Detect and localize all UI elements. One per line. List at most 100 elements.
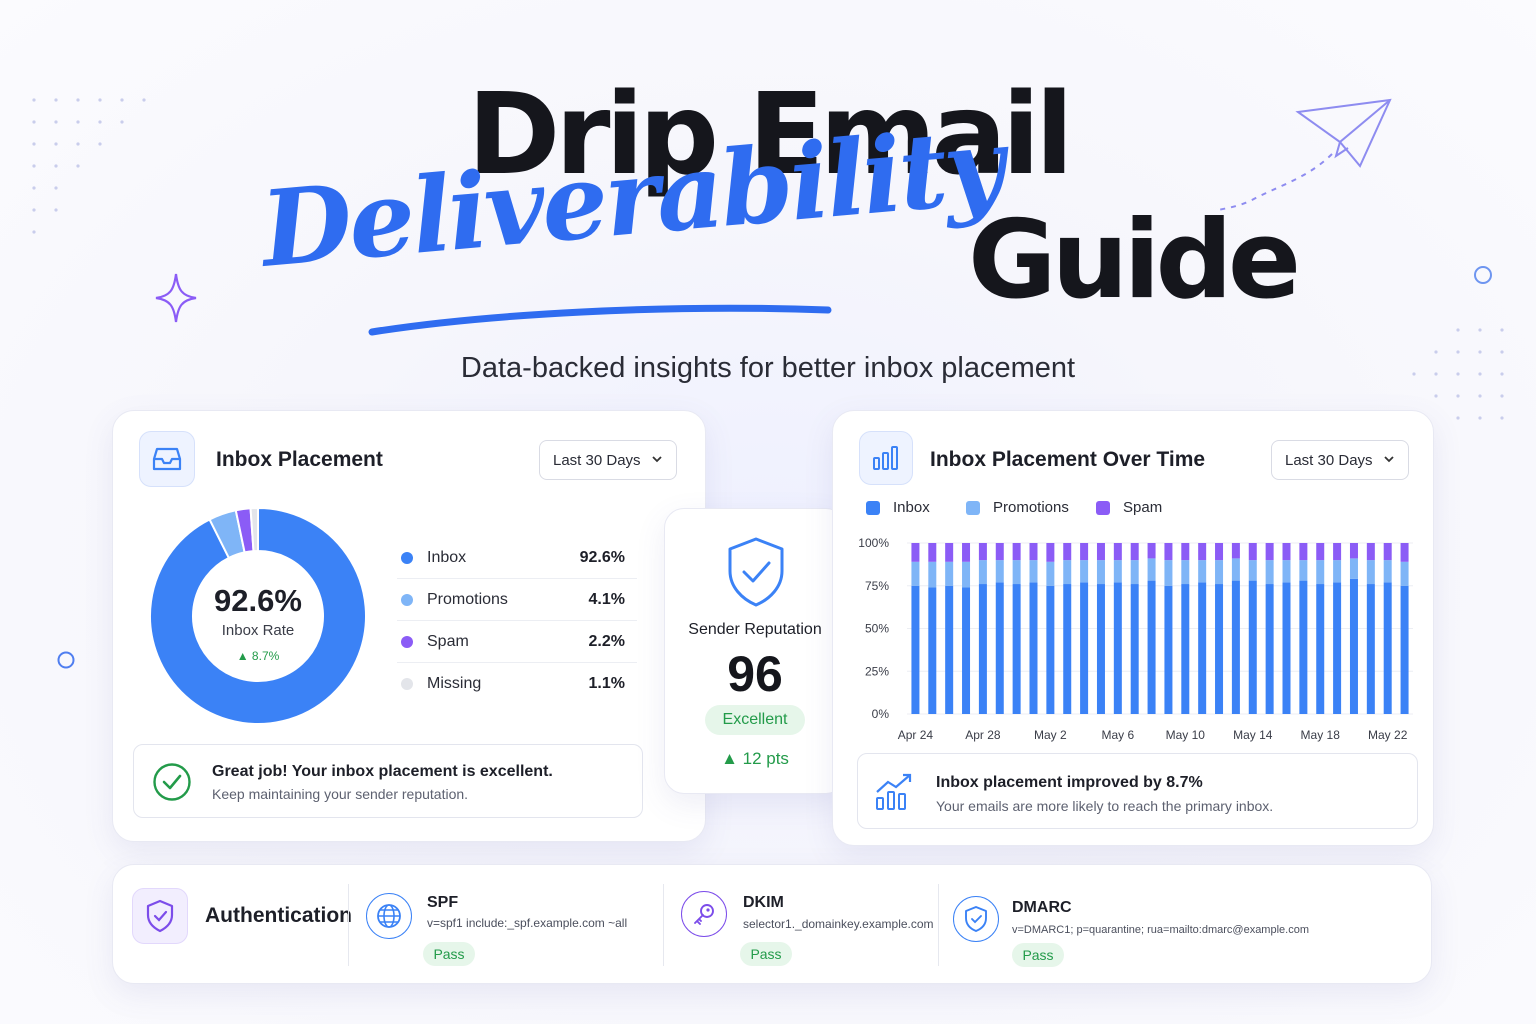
auth-item-value: v=DMARC1; p=quarantine; rua=mailto:dmarc… (1012, 924, 1309, 936)
bar-segment-promotions (1096, 560, 1105, 585)
bar-segment-inbox (1282, 582, 1291, 714)
bar-segment-spam (1029, 543, 1038, 561)
bar-segment-inbox (1080, 582, 1089, 714)
bar-segment-inbox (1046, 585, 1055, 714)
bar-segment-inbox (1130, 584, 1139, 714)
chevron-down-icon (652, 456, 662, 463)
bar-segment-inbox (978, 584, 987, 714)
bar-segment-inbox (1147, 580, 1156, 714)
status-badge: Pass (423, 942, 475, 966)
legend-label: Spam (1123, 499, 1163, 516)
bar-segment-spam (1063, 543, 1072, 561)
bar-segment-inbox (1299, 580, 1308, 714)
auth-item-name: DKIM (743, 894, 784, 911)
divider (663, 884, 664, 966)
x-tick-label: May 22 (1368, 728, 1408, 742)
bar-segment-promotions (1265, 560, 1274, 585)
chart-legend-promotions: Promotions (966, 499, 1069, 516)
bar-segment-promotions (995, 560, 1004, 583)
bar-segment-inbox (1366, 584, 1375, 714)
dropdown-label: Last 30 Days (553, 451, 641, 469)
card-title: Inbox Placement (216, 448, 383, 471)
y-tick-label: 25% (865, 664, 889, 678)
bar-segment-promotions (1046, 561, 1055, 586)
bar-segment-promotions (1349, 558, 1358, 579)
key-icon (681, 891, 727, 937)
chart-legend-spam: Spam (1096, 499, 1162, 516)
x-tick-label: Apr 28 (965, 728, 1001, 742)
bar-segment-inbox (1383, 582, 1392, 714)
bar-segment-promotions (928, 561, 937, 588)
donut-center-label: Inbox Rate (221, 622, 295, 639)
bar-segment-promotions (1282, 560, 1291, 583)
auth-item-value: v=spf1 include:_spf.example.com ~all (427, 916, 628, 930)
bar-segment-inbox (962, 587, 971, 714)
divider (348, 884, 349, 966)
script-underline (368, 304, 832, 336)
bar-segment-inbox (1096, 584, 1105, 714)
donut-center-value: 92.6% (214, 583, 302, 618)
y-tick-label: 0% (872, 707, 890, 721)
hero-title: Drip Email (467, 70, 1073, 200)
bar-segment-inbox (995, 582, 1004, 714)
bar-segment-spam (962, 543, 971, 562)
bar-segment-spam (1215, 543, 1224, 561)
shield-check-icon (953, 896, 999, 942)
legend-value: 1.1% (588, 675, 625, 692)
stacked-bar-chart: 100% 75% 50% 25% 0% Apr 24 Apr 28 May 2 May 6 May… (858, 536, 1413, 742)
date-range-dropdown[interactable]: Last 30 Days (539, 440, 677, 480)
shield-check-icon (728, 537, 784, 607)
reputation-title: Sender Reputation (688, 621, 822, 638)
bar-segment-spam (1147, 543, 1156, 559)
bar-segment-spam (1248, 543, 1257, 561)
bar-segment-promotions (1063, 560, 1072, 585)
bar-segment-promotions (1181, 560, 1190, 585)
bar-segment-inbox (911, 585, 920, 714)
note-subtitle: Keep maintaining your sender reputation. (212, 786, 469, 802)
legend-dot (401, 594, 413, 606)
bar-segment-promotions (1316, 560, 1325, 585)
bar-segment-spam (995, 543, 1004, 561)
auth-item-name: DMARC (1012, 899, 1072, 916)
bar-segment-spam (1299, 543, 1308, 561)
dot-pattern-left (32, 98, 146, 234)
status-badge: Pass (1012, 943, 1064, 967)
card-title: Inbox Placement Over Time (930, 448, 1206, 471)
reputation-score: 96 (727, 646, 783, 702)
bar-segment-spam (1198, 543, 1207, 561)
bar-segment-spam (1366, 543, 1375, 561)
legend-label: Inbox (893, 499, 930, 516)
bar-segment-spam (1282, 543, 1291, 561)
ring-decoration-right (1474, 266, 1492, 284)
date-range-dropdown[interactable]: Last 30 Days (1271, 440, 1409, 480)
paper-plane-icon (1217, 98, 1392, 211)
check-circle-icon (153, 763, 191, 801)
bar-segment-promotions (1113, 560, 1122, 583)
bar-segment-promotions (1299, 560, 1308, 581)
bar-segment-spam (1046, 543, 1055, 562)
bar-segment-promotions (945, 561, 954, 586)
bar-segment-promotions (1147, 558, 1156, 581)
note-title: Great job! Your inbox placement is excel… (212, 763, 553, 780)
bar-segment-promotions (1248, 560, 1257, 581)
legend-row-spam: Spam 2.2% (397, 621, 637, 663)
inbox-tray-icon (139, 431, 195, 487)
bar-segment-promotions (1333, 560, 1342, 583)
bar-segment-promotions (1164, 560, 1173, 586)
legend-dot (401, 552, 413, 564)
ring-decoration-left (57, 651, 75, 669)
timeline-note: Inbox placement improved by 8.7% Your em… (857, 753, 1418, 829)
legend-dot (401, 678, 413, 690)
auth-title: Authentication (205, 904, 352, 927)
bar-segment-inbox (1181, 584, 1190, 714)
bar-segment-spam (911, 543, 920, 562)
dot-pattern-right (1412, 328, 1504, 420)
bar-segment-promotions (1383, 560, 1392, 583)
bar-segment-inbox (1316, 584, 1325, 714)
inbox-donut-chart (149, 506, 367, 725)
legend-label: Missing (427, 675, 482, 692)
bar-segment-spam (1383, 543, 1392, 561)
chart-legend-inbox: Inbox (866, 499, 930, 516)
bar-segment-promotions (1012, 560, 1021, 585)
bar-segment-promotions (1231, 558, 1240, 581)
